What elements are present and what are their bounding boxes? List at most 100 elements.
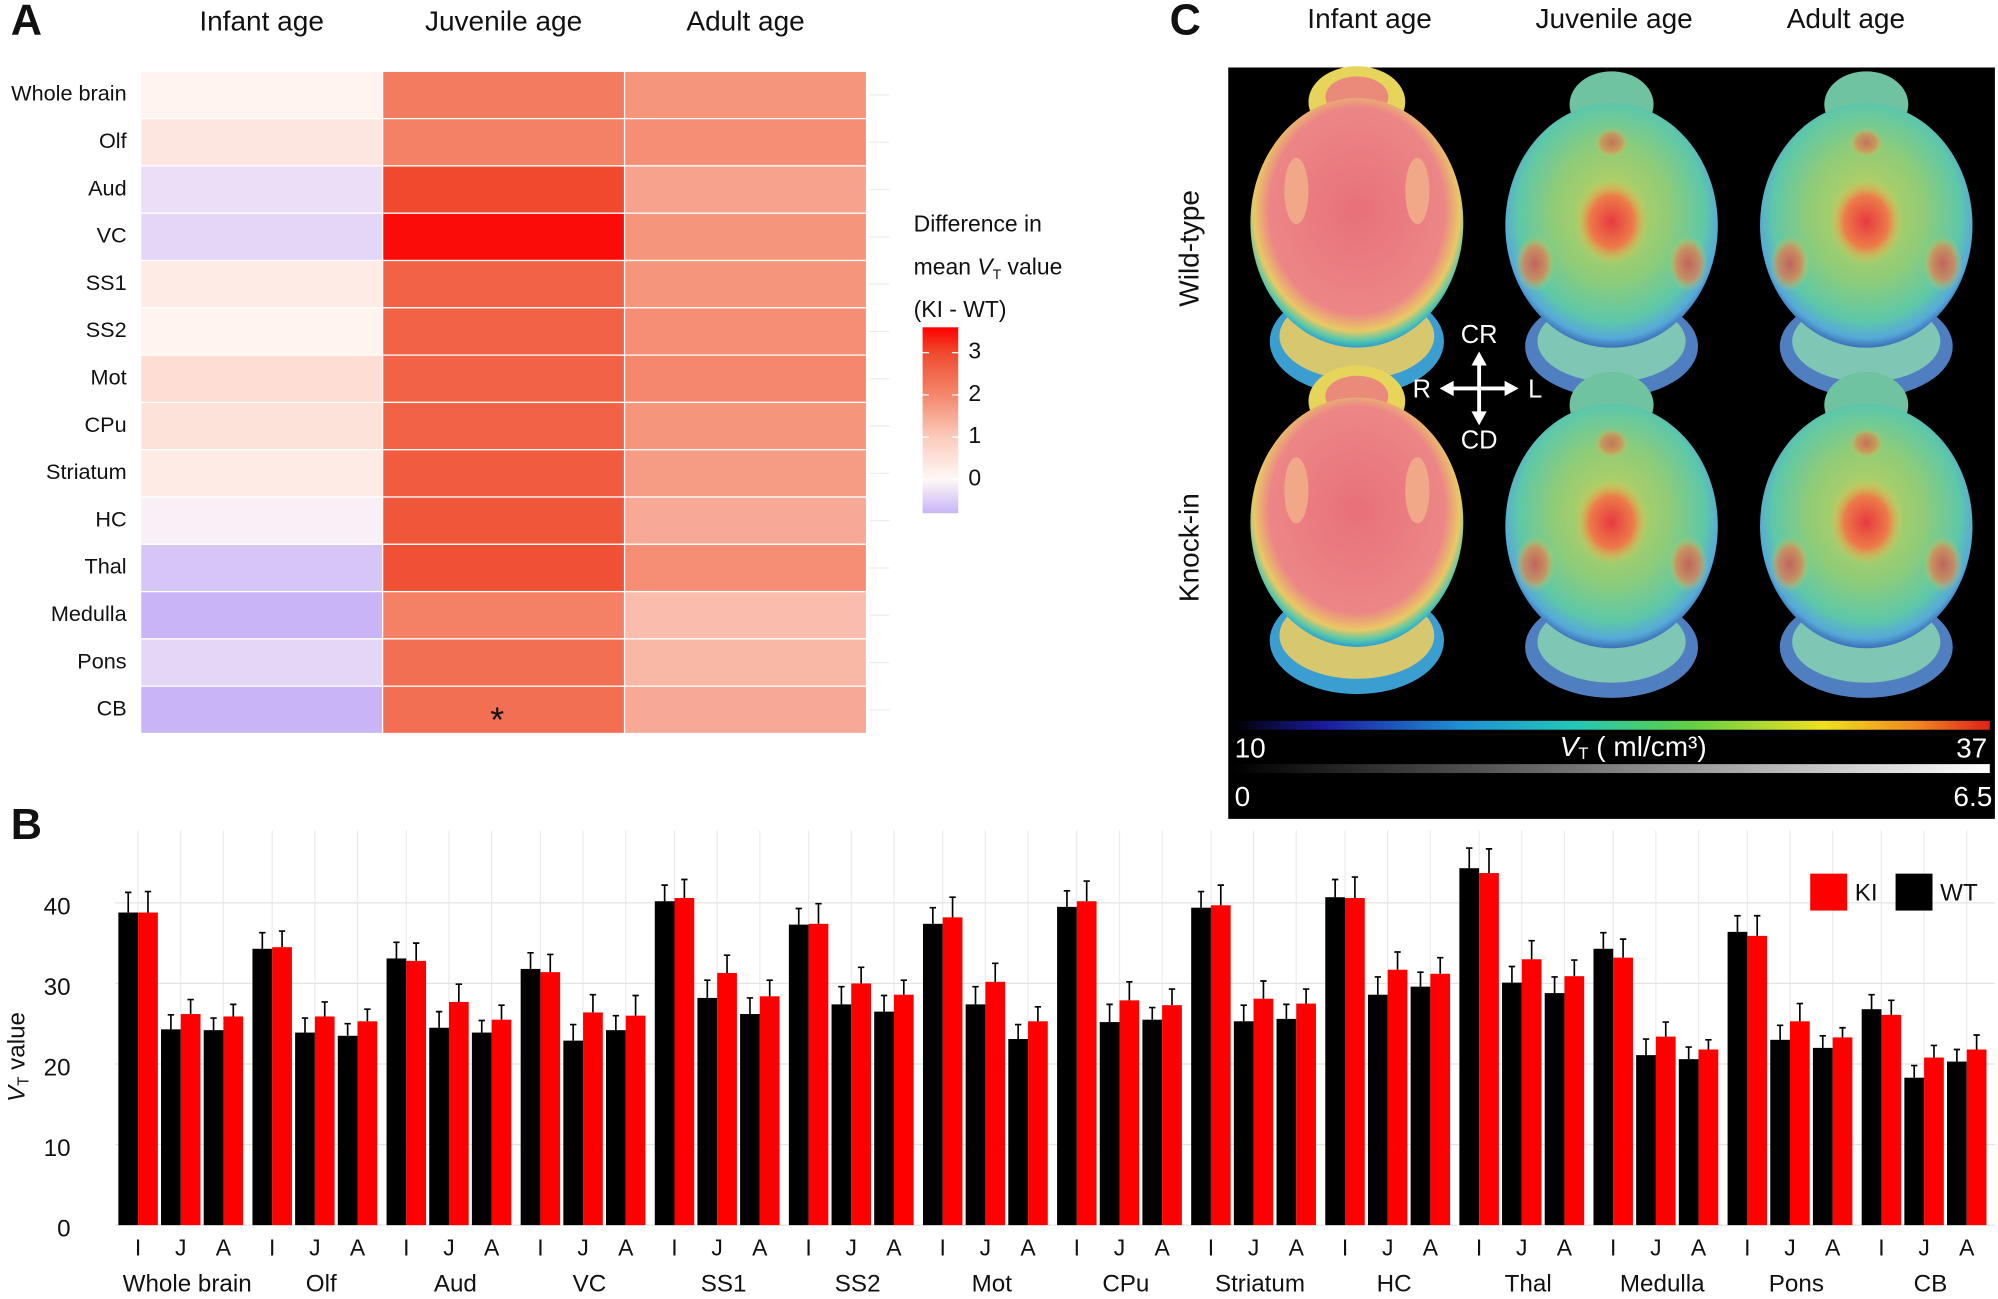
- heatmap-cell: [381, 117, 626, 167]
- error-bar: [612, 1014, 620, 1031]
- heatmap-cell: [623, 638, 868, 687]
- x-tick-label: I: [805, 1234, 811, 1260]
- bar: [314, 1016, 335, 1226]
- heatmap-cell: [381, 590, 626, 640]
- bar: [1367, 994, 1388, 1226]
- heatmap-cell: [623, 70, 868, 120]
- error-bar: [1014, 1023, 1022, 1040]
- error-bar: [1240, 1004, 1247, 1022]
- symbol: V: [1560, 731, 1581, 762]
- legend-title-subscript: T: [993, 266, 1002, 282]
- row-label: SS1: [86, 270, 127, 295]
- heatmap-cell: [140, 543, 384, 593]
- group-label: Olf: [306, 1270, 337, 1297]
- bar: [1881, 1014, 1902, 1226]
- bar: [1502, 982, 1522, 1226]
- bar: [180, 1014, 201, 1226]
- error-bar: [949, 896, 956, 918]
- x-tick-label: J: [1382, 1234, 1393, 1260]
- heatmap-cell: [623, 449, 868, 498]
- legend-swatch: [1895, 873, 1933, 911]
- bar: [808, 923, 829, 1226]
- x-tick-label: I: [1744, 1234, 1750, 1260]
- bar: [1028, 1021, 1048, 1226]
- error-bar: [1168, 988, 1176, 1006]
- legend-title: Difference in: [914, 210, 1042, 236]
- colorbar: [922, 327, 959, 514]
- x-tick-label: I: [537, 1234, 543, 1260]
- row-label: Wild-type: [1174, 190, 1205, 307]
- bar: [203, 1030, 224, 1226]
- group-label: Pons: [1769, 1270, 1824, 1297]
- heatmap-cell: [623, 685, 868, 735]
- row-label: Aud: [88, 175, 127, 200]
- row-label: Mot: [91, 364, 127, 389]
- row-label: Pons: [77, 648, 127, 673]
- error-bar: [1351, 876, 1359, 899]
- group-label: CPu: [1102, 1270, 1149, 1297]
- x-tick-label: A: [1423, 1234, 1439, 1260]
- error-bar: [1642, 1038, 1650, 1056]
- group-label: VC: [573, 1270, 607, 1297]
- bar: [1119, 1000, 1140, 1226]
- bar: [1345, 898, 1365, 1226]
- bar: [922, 923, 943, 1226]
- error-bar: [1126, 980, 1133, 1001]
- x-tick-label: J: [443, 1234, 454, 1260]
- bar: [337, 1035, 358, 1226]
- heatmap-cell: [381, 449, 626, 498]
- error-bar: [1888, 999, 1895, 1015]
- error-bar: [144, 890, 152, 913]
- error-bar: [766, 979, 773, 997]
- bar: [520, 968, 541, 1226]
- error-bar: [1911, 1064, 1918, 1078]
- error-bar: [838, 985, 845, 1005]
- group-label: HC: [1377, 1270, 1412, 1297]
- bar: [295, 1032, 315, 1226]
- row-label: Medulla: [51, 601, 128, 626]
- legend-swatch: [1810, 873, 1848, 911]
- bar: [893, 994, 914, 1226]
- bar: [1789, 1021, 1810, 1226]
- row-label: Knock-in: [1174, 493, 1205, 602]
- colorbar-min: 10: [1235, 733, 1266, 764]
- x-tick-label: A: [618, 1234, 634, 1260]
- heatmap-cell: [623, 354, 868, 404]
- bar: [1727, 931, 1748, 1226]
- row-label: Olf: [99, 128, 128, 153]
- heatmap-cell: [381, 70, 626, 120]
- bar: [1698, 1049, 1719, 1226]
- error-bar: [1930, 1044, 1938, 1058]
- bar: [1613, 957, 1633, 1226]
- error-bar: [1705, 1038, 1712, 1050]
- error-bar: [210, 1017, 217, 1031]
- x-tick-label: A: [350, 1234, 366, 1260]
- legend-title-part: mean: [914, 254, 978, 280]
- heatmap-cell: [381, 212, 626, 262]
- x-tick-label: J: [1516, 1234, 1527, 1260]
- x-tick-label: I: [940, 1234, 946, 1260]
- heatmap-cell: [140, 212, 384, 262]
- error-bar: [1466, 847, 1473, 869]
- bar: [1861, 1009, 1882, 1226]
- x-tick-label: J: [1784, 1234, 1795, 1260]
- x-tick-label: J: [175, 1234, 186, 1260]
- group-label: CB: [1914, 1270, 1948, 1297]
- bar: [740, 1014, 760, 1226]
- heatmap-cell: [381, 401, 626, 451]
- bar: [1296, 1003, 1316, 1226]
- error-bar: [1796, 1002, 1804, 1022]
- error-bar: [1034, 1005, 1042, 1022]
- error-bar: [589, 993, 597, 1013]
- subscript: T: [1578, 745, 1588, 764]
- heatmap-cell: [140, 590, 384, 640]
- error-bar: [547, 953, 554, 973]
- panel-c: Infant age Juvenile age Adult age Wild-t…: [1174, 3, 1995, 819]
- x-tick-label: I: [1610, 1234, 1616, 1260]
- bar: [1325, 897, 1346, 1226]
- bar: [471, 1032, 492, 1226]
- bar: [138, 912, 158, 1226]
- error-bar: [1528, 939, 1535, 960]
